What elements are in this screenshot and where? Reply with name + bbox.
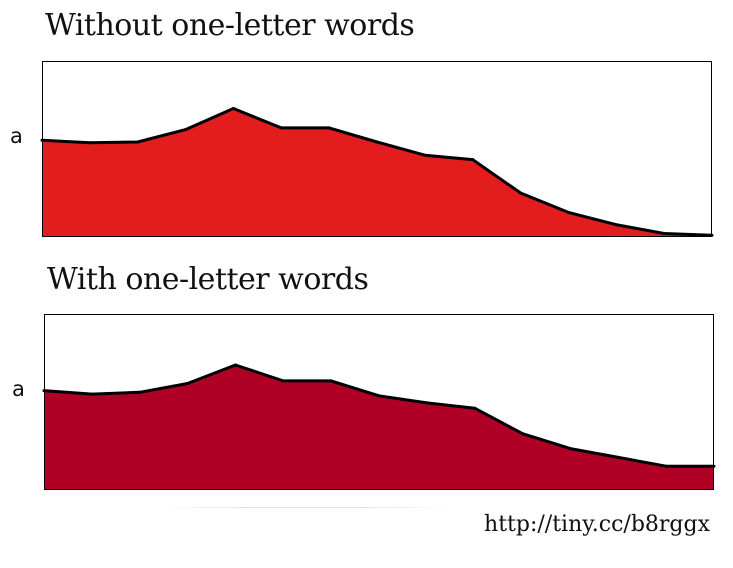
chart-title-with: With one-letter words (47, 262, 369, 297)
divider (160, 507, 450, 508)
data-point-without (471, 158, 475, 162)
plot-frame-with (44, 314, 714, 490)
data-point-without (519, 191, 523, 195)
data-point-without (423, 153, 427, 157)
data-point-without (231, 107, 235, 110)
data-point-without (662, 232, 666, 235)
source-url[interactable]: http://tiny.cc/b8rggx (484, 512, 710, 537)
y-axis-label-with: a (12, 377, 25, 401)
data-point-with (616, 455, 620, 459)
data-point-without (88, 141, 92, 145)
plot-frame-without (42, 61, 712, 237)
data-point-with (473, 406, 477, 410)
area-chart-without (40, 61, 714, 237)
data-point-with (281, 379, 285, 383)
data-point-without (327, 126, 331, 130)
data-point-without (184, 128, 188, 132)
data-point-without (566, 210, 570, 214)
data-point-with (664, 464, 668, 468)
area-fill-without (42, 108, 712, 237)
data-point-with (233, 363, 237, 367)
data-point-with (425, 401, 429, 405)
y-axis-label-without: a (10, 124, 23, 148)
area-chart-with (42, 314, 716, 490)
area-fill-with (44, 365, 714, 490)
data-point-with (90, 392, 94, 396)
chart-title-without: Without one-letter words (45, 8, 415, 43)
data-point-without (136, 140, 140, 144)
data-point-with (186, 382, 190, 385)
data-point-without (279, 126, 283, 130)
data-point-with (377, 394, 381, 398)
data-point-without (375, 140, 379, 144)
data-point-without (614, 223, 618, 227)
data-point-with (521, 432, 525, 436)
data-point-with (329, 379, 333, 383)
data-point-with (568, 447, 572, 451)
data-point-with (138, 390, 142, 394)
